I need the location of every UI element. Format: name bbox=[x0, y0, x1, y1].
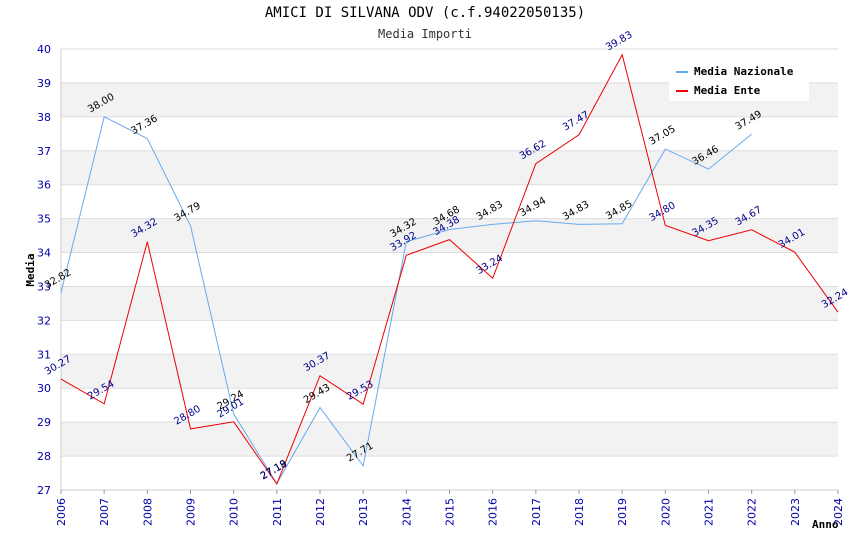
legend-box bbox=[669, 61, 809, 101]
y-tick-label: 37 bbox=[37, 145, 51, 158]
x-tick-label: 2014 bbox=[400, 498, 413, 526]
x-tick-label: 2010 bbox=[228, 498, 241, 526]
legend-entry: Media Ente bbox=[694, 84, 761, 97]
grid-band bbox=[61, 354, 838, 389]
x-axis-ticks: 2006 2007 2008 2009 2010 2011 2012 2013 2014 2015… bbox=[55, 490, 845, 526]
y-axis-ticks: 27 28 29 30 31 32 33 34 35 36 37 38 39 40 bbox=[37, 43, 51, 497]
y-tick-label: 28 bbox=[37, 450, 51, 463]
x-tick-label: 2015 bbox=[444, 498, 457, 526]
data-label: 37.05 bbox=[647, 124, 677, 148]
y-tick-label: 27 bbox=[37, 484, 51, 497]
x-tick-label: 2019 bbox=[616, 498, 629, 526]
grid-band bbox=[61, 286, 838, 321]
y-tick-label: 29 bbox=[37, 416, 51, 429]
x-tick-label: 2016 bbox=[487, 498, 500, 526]
x-axis-label: Anno bbox=[812, 518, 839, 531]
x-tick-label: 2007 bbox=[98, 498, 111, 526]
x-tick-label: 2022 bbox=[746, 498, 759, 526]
x-tick-label: 2013 bbox=[357, 498, 370, 526]
grid-bands bbox=[61, 82, 838, 457]
y-tick-label: 32 bbox=[37, 314, 51, 327]
y-tick-label: 40 bbox=[37, 43, 51, 56]
x-tick-label: 2021 bbox=[703, 498, 716, 526]
data-label: 33.24 bbox=[475, 253, 505, 277]
y-tick-label: 38 bbox=[37, 111, 51, 124]
x-tick-label: 2006 bbox=[55, 498, 68, 526]
grid-band bbox=[61, 150, 838, 185]
x-tick-label: 2024 bbox=[832, 498, 845, 526]
legend: Media Nazionale Media Ente bbox=[669, 61, 809, 101]
chart-title: AMICI DI SILVANA ODV (c.f.94022050135) bbox=[264, 5, 586, 21]
x-tick-label: 2009 bbox=[185, 498, 198, 526]
y-tick-label: 36 bbox=[37, 179, 51, 192]
grid-band bbox=[61, 218, 838, 253]
x-tick-label: 2008 bbox=[141, 498, 154, 526]
x-tick-label: 2012 bbox=[314, 498, 327, 526]
x-tick-label: 2011 bbox=[271, 498, 284, 526]
y-tick-label: 31 bbox=[37, 348, 51, 361]
chart-subtitle: Media Importi bbox=[378, 27, 472, 41]
y-tick-label: 39 bbox=[37, 77, 51, 90]
y-tick-label: 33 bbox=[37, 280, 51, 293]
x-tick-label: 2017 bbox=[530, 498, 543, 526]
y-tick-label: 35 bbox=[37, 213, 51, 226]
x-tick-label: 2020 bbox=[659, 498, 672, 526]
y-tick-label: 30 bbox=[37, 382, 51, 395]
series-line-media-ente bbox=[60, 53, 839, 485]
legend-entry: Media Nazionale bbox=[694, 65, 794, 78]
y-tick-label: 34 bbox=[37, 247, 51, 260]
data-label: 39.83 bbox=[604, 30, 634, 54]
series-lines bbox=[60, 53, 839, 485]
y-axis-label: Media bbox=[24, 253, 37, 286]
x-tick-label: 2018 bbox=[573, 498, 586, 526]
x-tick-label: 2023 bbox=[789, 498, 802, 526]
series-line-media-nazionale bbox=[60, 116, 753, 485]
